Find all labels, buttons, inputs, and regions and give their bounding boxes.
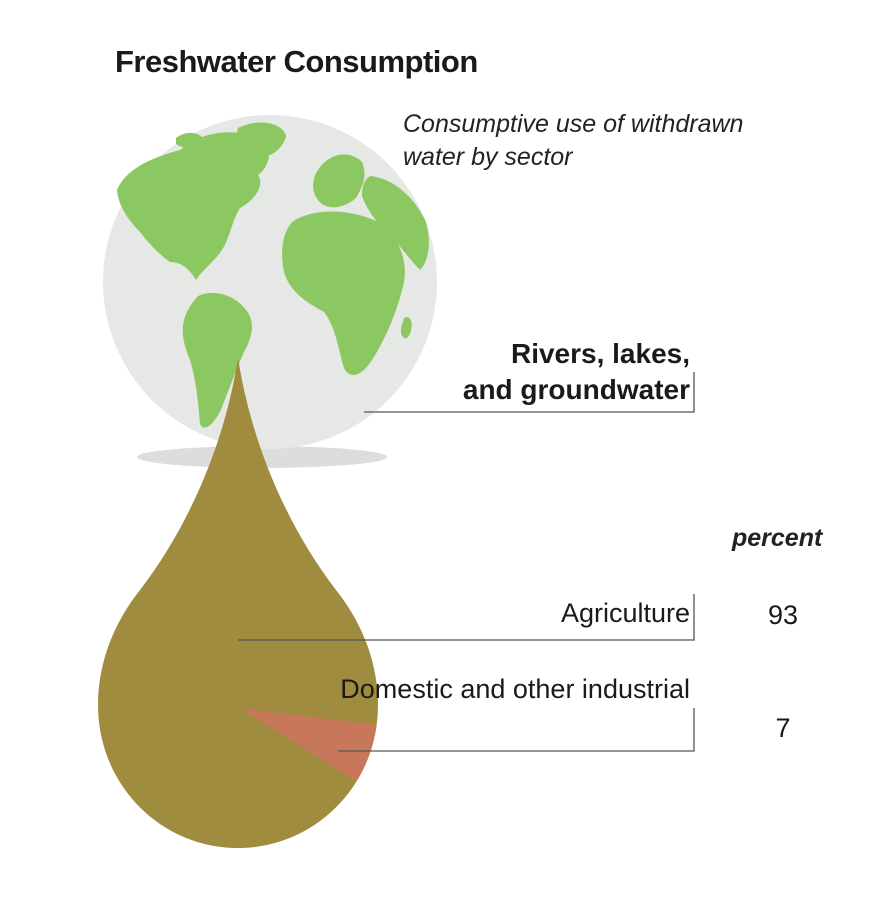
source-label-line-2: and groundwater	[462, 374, 690, 405]
leader-line-source	[364, 372, 695, 413]
value-label-domestic: 7	[775, 713, 791, 743]
water-drop	[98, 358, 378, 848]
category-label-domestic: Domestic and other industrial	[340, 672, 690, 706]
leader-lines	[238, 372, 695, 752]
chart-title: Freshwater Consumption	[115, 44, 478, 79]
globe-land-north-america	[117, 132, 270, 280]
category-label-agriculture-line-1: Agriculture	[560, 598, 690, 628]
source-label-line-1: Rivers, lakes,	[510, 338, 690, 369]
globe-land-europe	[313, 154, 365, 208]
leader-line-agriculture	[238, 594, 695, 641]
globe-land-africa	[282, 211, 405, 375]
globe-land-madagascar	[400, 316, 412, 339]
globe-icon	[103, 115, 437, 449]
globe-land-asia-edge	[362, 176, 429, 270]
drop-slice-domestic	[240, 708, 378, 788]
globe-land-south-america	[182, 292, 252, 428]
category-label-agriculture: Agriculture	[561, 596, 690, 630]
chart-subtitle: Consumptive use of withdrawn water by se…	[403, 108, 843, 174]
globe-land-greenland	[237, 122, 286, 157]
category-label-domestic-line-1: Domestic and	[340, 674, 506, 704]
subtitle-line-2: water by sector	[403, 143, 573, 171]
value-label-agriculture: 93	[767, 600, 799, 630]
source-label: Rivers, lakes, and groundwater	[463, 336, 690, 408]
unit-label: percent	[732, 524, 823, 552]
globe-land-arctic-islands	[176, 132, 204, 148]
category-label-domestic-line-2: other industrial	[512, 674, 690, 704]
subtitle-line-1: Consumptive use of withdrawn	[403, 110, 744, 138]
leader-line-domestic	[338, 708, 695, 752]
